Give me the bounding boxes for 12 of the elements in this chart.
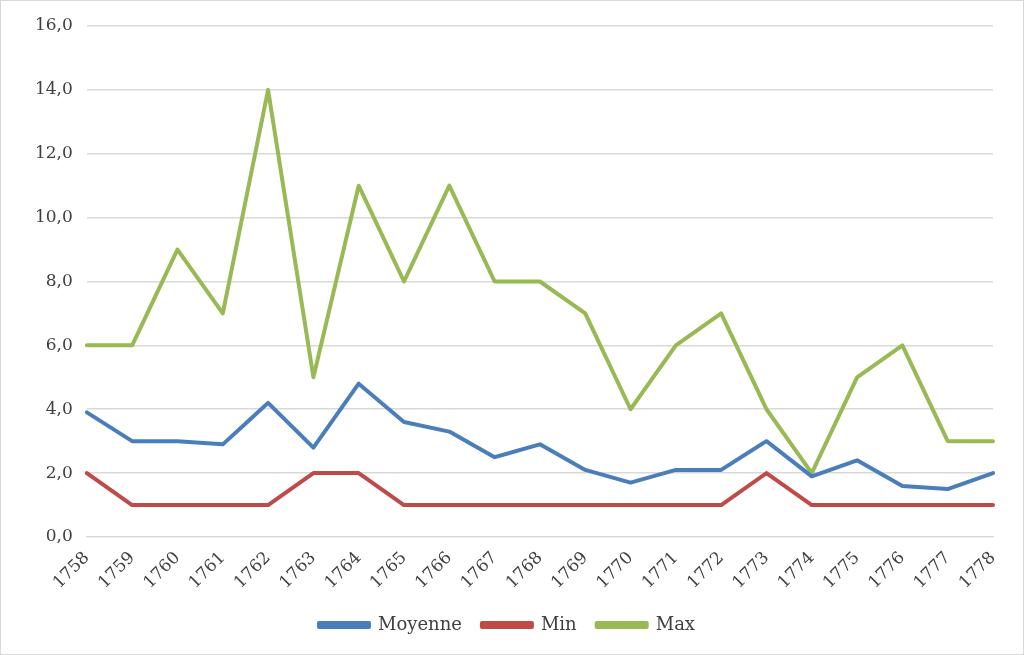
legend-label: Max <box>655 612 696 634</box>
y-tick-label: 16,0 <box>34 14 73 35</box>
y-tick-label: 4,0 <box>45 397 73 418</box>
y-tick-label: 0,0 <box>45 525 73 546</box>
y-tick-label: 10,0 <box>34 206 73 227</box>
legend-label: Moyenne <box>377 612 462 634</box>
y-tick-label: 2,0 <box>45 461 73 482</box>
y-tick-label: 14,0 <box>34 78 73 99</box>
y-tick-label: 8,0 <box>45 269 73 290</box>
y-tick-label: 12,0 <box>34 142 73 163</box>
legend-label: Min <box>540 612 578 634</box>
y-tick-label: 6,0 <box>45 333 73 354</box>
